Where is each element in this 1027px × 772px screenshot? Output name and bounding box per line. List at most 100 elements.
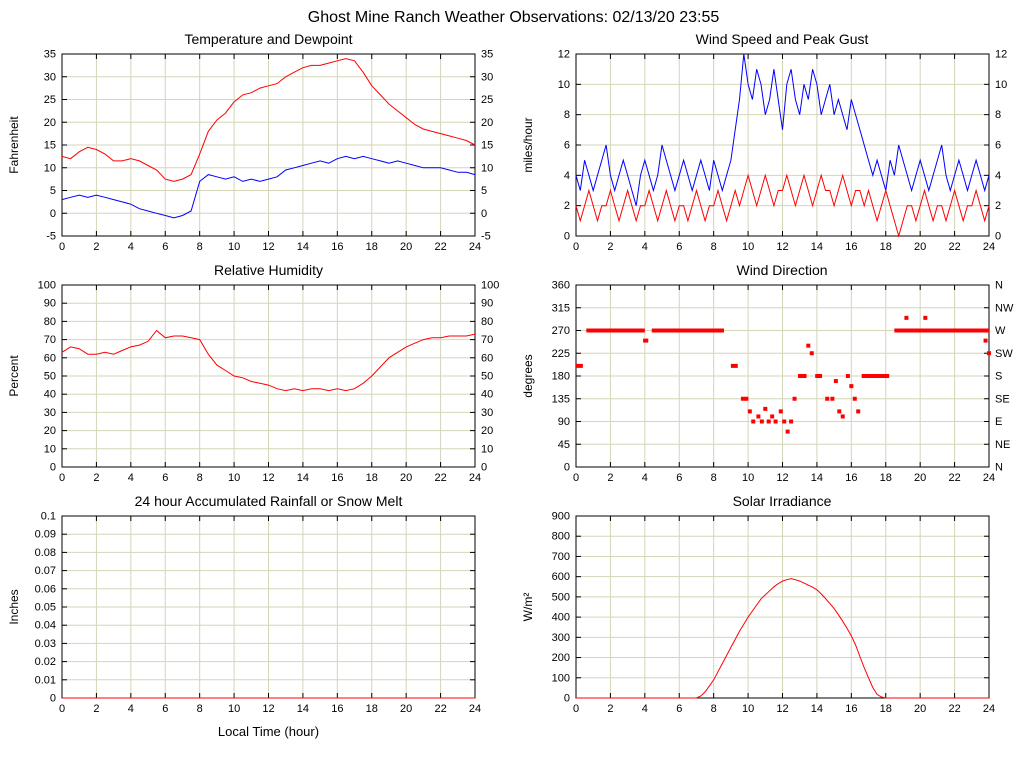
svg-text:0: 0 [572, 703, 578, 715]
svg-text:4: 4 [641, 472, 647, 484]
svg-text:22: 22 [434, 472, 446, 484]
svg-text:20: 20 [914, 703, 926, 715]
svg-text:35: 35 [44, 49, 56, 61]
svg-text:400: 400 [551, 612, 569, 624]
svg-text:2: 2 [93, 472, 99, 484]
svg-text:270: 270 [551, 325, 569, 337]
svg-text:6: 6 [162, 703, 168, 715]
svg-text:800: 800 [551, 531, 569, 543]
svg-text:30: 30 [481, 407, 493, 419]
svg-text:50: 50 [44, 371, 56, 383]
svg-text:4: 4 [563, 170, 569, 182]
svg-text:2: 2 [93, 703, 99, 715]
svg-text:N: N [995, 280, 1003, 292]
svg-text:5: 5 [50, 185, 56, 197]
svg-text:2: 2 [607, 241, 613, 253]
svg-text:0: 0 [59, 472, 65, 484]
svg-text:14: 14 [810, 703, 822, 715]
svg-text:N: N [995, 462, 1003, 474]
svg-text:100: 100 [38, 280, 56, 292]
svg-text:20: 20 [400, 703, 412, 715]
svg-text:0: 0 [995, 231, 1001, 243]
svg-text:0.02: 0.02 [35, 656, 56, 668]
svg-text:NW: NW [995, 302, 1014, 314]
svg-text:4: 4 [641, 703, 647, 715]
svg-text:12: 12 [776, 241, 788, 253]
svg-text:6: 6 [162, 472, 168, 484]
svg-text:10: 10 [741, 241, 753, 253]
svg-text:4: 4 [128, 703, 134, 715]
svg-text:900: 900 [551, 511, 569, 523]
svg-text:315: 315 [551, 302, 569, 314]
svg-text:24: 24 [982, 703, 994, 715]
svg-text:0: 0 [572, 241, 578, 253]
svg-text:10: 10 [44, 443, 56, 455]
svg-text:12: 12 [557, 49, 569, 61]
page-title: Ghost Mine Ranch Weather Observations: 0… [307, 9, 720, 26]
svg-text:18: 18 [366, 703, 378, 715]
svg-text:15: 15 [44, 140, 56, 152]
svg-text:14: 14 [297, 703, 309, 715]
svg-text:180: 180 [551, 371, 569, 383]
svg-text:14: 14 [810, 241, 822, 253]
svg-text:70: 70 [44, 334, 56, 346]
svg-text:0.03: 0.03 [35, 638, 56, 650]
chart-panel-rainfall: 24 hour Accumulated Rainfall or Snow Mel… [0, 493, 513, 742]
svg-text:0: 0 [572, 472, 578, 484]
svg-text:16: 16 [845, 472, 857, 484]
svg-text:22: 22 [948, 472, 960, 484]
svg-text:10: 10 [481, 443, 493, 455]
svg-text:S: S [995, 371, 1002, 383]
svg-text:24: 24 [982, 472, 994, 484]
svg-text:22: 22 [434, 241, 446, 253]
svg-text:100: 100 [551, 672, 569, 684]
svg-text:40: 40 [44, 389, 56, 401]
svg-text:0.06: 0.06 [35, 583, 56, 595]
svg-text:90: 90 [44, 298, 56, 310]
svg-text:4: 4 [128, 241, 134, 253]
svg-text:0: 0 [481, 462, 487, 474]
svg-text:12: 12 [776, 703, 788, 715]
svg-text:6: 6 [676, 472, 682, 484]
svg-text:0: 0 [50, 208, 56, 220]
svg-text:W: W [995, 325, 1006, 337]
svg-text:12: 12 [262, 241, 274, 253]
svg-text:16: 16 [331, 703, 343, 715]
chart-title: Relative Humidity [214, 262, 323, 278]
svg-text:0: 0 [59, 703, 65, 715]
svg-text:NE: NE [995, 439, 1010, 451]
svg-text:30: 30 [481, 71, 493, 83]
svg-text:10: 10 [228, 703, 240, 715]
svg-text:16: 16 [331, 472, 343, 484]
weather-dashboard: Ghost Mine Ranch Weather Observations: 0… [0, 9, 1014, 742]
svg-text:360: 360 [551, 280, 569, 292]
svg-text:30: 30 [44, 407, 56, 419]
svg-text:40: 40 [481, 389, 493, 401]
svg-text:12: 12 [995, 49, 1007, 61]
svg-text:15: 15 [481, 140, 493, 152]
chart-panel-humidity: Relative Humidity 0 2 4 6 8 10 12 14 16 18 20 22 24 0… [0, 262, 513, 491]
svg-text:35: 35 [481, 49, 493, 61]
svg-text:-5: -5 [481, 231, 491, 243]
svg-text:24: 24 [469, 703, 481, 715]
svg-text:10: 10 [995, 79, 1007, 91]
svg-text:0: 0 [481, 208, 487, 220]
svg-text:20: 20 [44, 117, 56, 129]
svg-text:10: 10 [557, 79, 569, 91]
svg-text:22: 22 [434, 703, 446, 715]
svg-text:90: 90 [557, 416, 569, 428]
svg-text:20: 20 [914, 241, 926, 253]
svg-text:Fahrenheit: Fahrenheit [7, 116, 21, 174]
svg-text:0.07: 0.07 [35, 565, 56, 577]
svg-text:8: 8 [710, 703, 716, 715]
svg-text:90: 90 [481, 298, 493, 310]
svg-text:100: 100 [481, 280, 499, 292]
chart-title: Wind Direction [736, 262, 828, 278]
svg-text:18: 18 [366, 472, 378, 484]
svg-text:8: 8 [197, 472, 203, 484]
solar-irradiance-chart: 0 2 4 6 8 10 12 14 16 18 20 22 240100200300400500600… [521, 511, 995, 716]
svg-text:8: 8 [710, 472, 716, 484]
svg-text:8: 8 [710, 241, 716, 253]
svg-text:300: 300 [551, 632, 569, 644]
